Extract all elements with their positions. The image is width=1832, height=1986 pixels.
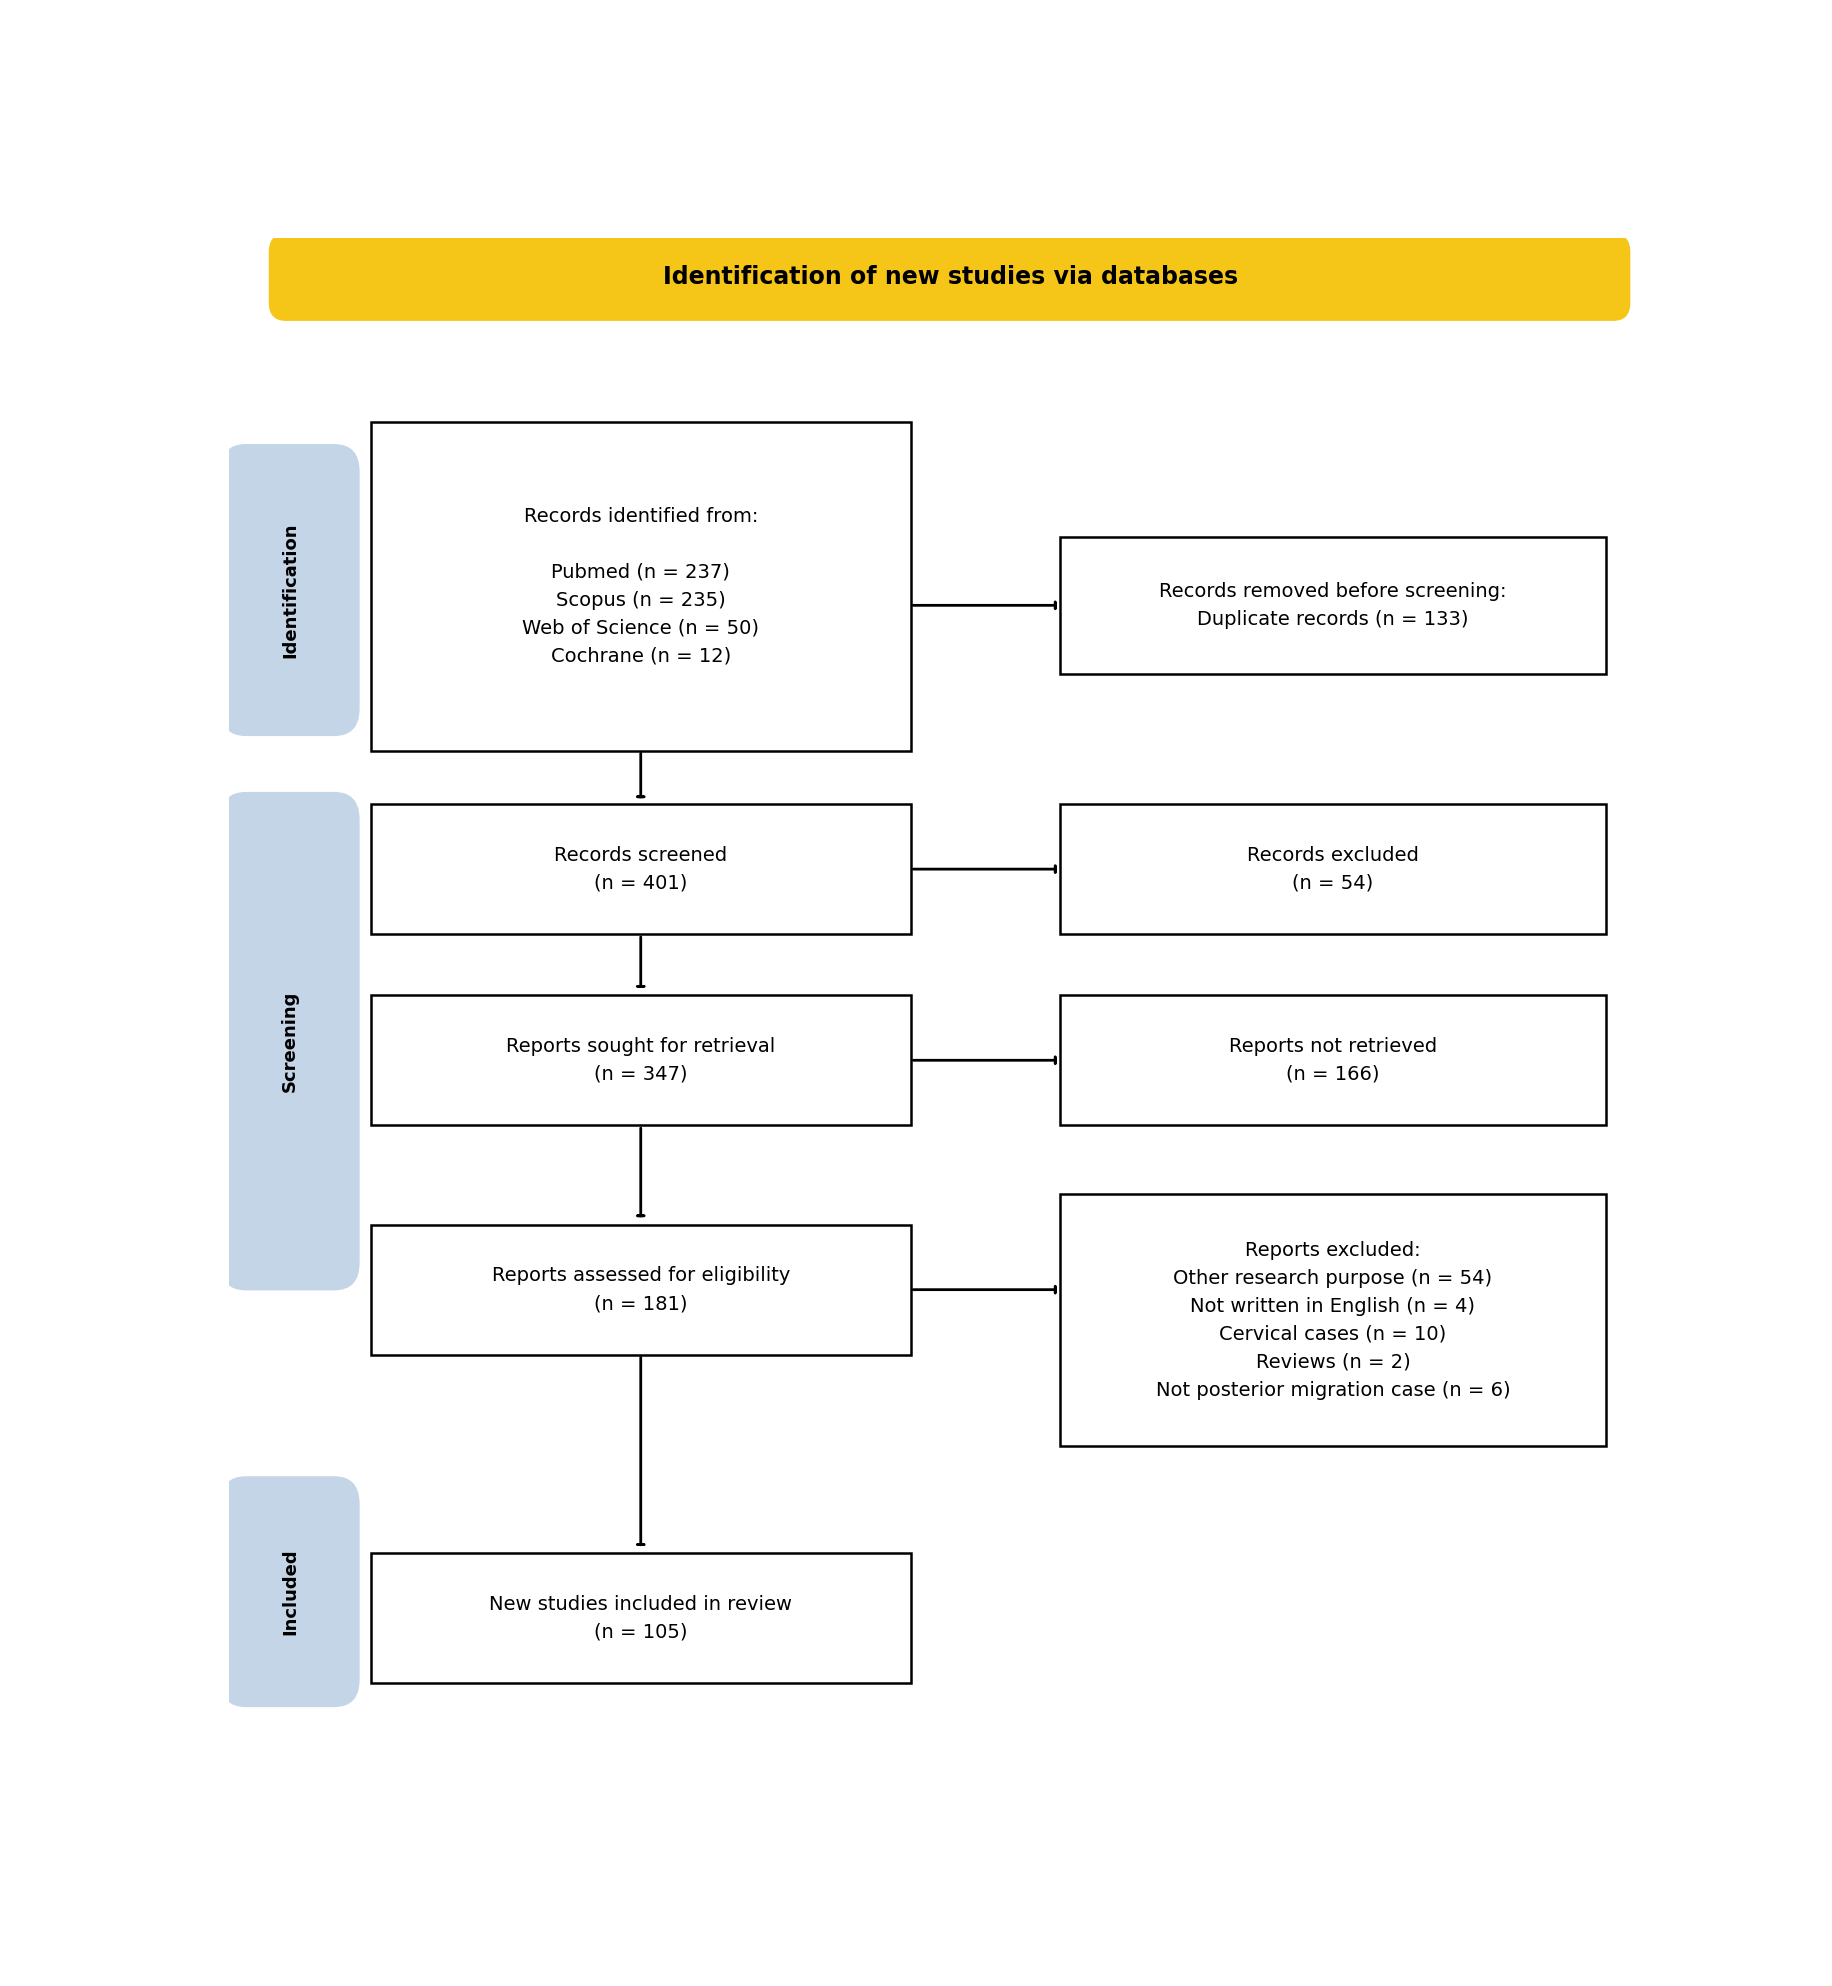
- Text: Reports excluded:
Other research purpose (n = 54)
Not written in English (n = 4): Reports excluded: Other research purpose…: [1156, 1241, 1510, 1400]
- Text: Screening: Screening: [280, 991, 299, 1092]
- FancyBboxPatch shape: [370, 995, 911, 1126]
- Text: Records screened
(n = 401): Records screened (n = 401): [553, 846, 727, 892]
- FancyBboxPatch shape: [269, 234, 1630, 322]
- Text: Reports not retrieved
(n = 166): Reports not retrieved (n = 166): [1229, 1037, 1436, 1084]
- Text: New studies included in review
(n = 105): New studies included in review (n = 105): [489, 1595, 791, 1642]
- FancyBboxPatch shape: [370, 1553, 911, 1684]
- Text: Records identified from:

Pubmed (n = 237)
Scopus (n = 235)
Web of Science (n = : Records identified from: Pubmed (n = 237…: [522, 506, 758, 665]
- FancyBboxPatch shape: [220, 792, 359, 1291]
- Text: Included: Included: [280, 1549, 299, 1634]
- Text: Records excluded
(n = 54): Records excluded (n = 54): [1248, 846, 1418, 892]
- FancyBboxPatch shape: [370, 421, 911, 751]
- FancyBboxPatch shape: [1059, 995, 1607, 1126]
- FancyBboxPatch shape: [370, 804, 911, 933]
- FancyBboxPatch shape: [370, 1225, 911, 1354]
- Text: Records removed before screening:
Duplicate records (n = 133): Records removed before screening: Duplic…: [1160, 582, 1506, 630]
- Text: Reports assessed for eligibility
(n = 181): Reports assessed for eligibility (n = 18…: [491, 1267, 790, 1313]
- FancyBboxPatch shape: [1059, 536, 1607, 673]
- Text: Reports sought for retrieval
(n = 347): Reports sought for retrieval (n = 347): [506, 1037, 775, 1084]
- FancyBboxPatch shape: [220, 445, 359, 737]
- FancyBboxPatch shape: [1059, 1194, 1607, 1446]
- Text: Identification: Identification: [280, 522, 299, 657]
- Text: Identification of new studies via databases: Identification of new studies via databa…: [663, 266, 1238, 290]
- FancyBboxPatch shape: [220, 1476, 359, 1708]
- FancyBboxPatch shape: [1059, 804, 1607, 933]
